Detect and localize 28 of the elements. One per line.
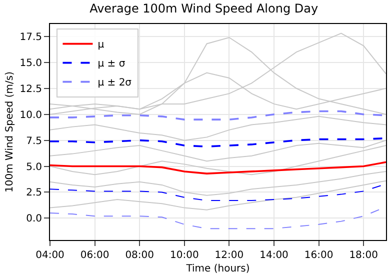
- line-series: [50, 161, 386, 174]
- x-tick-label: 16:00: [304, 250, 334, 261]
- x-axis-title: Time (hours): [185, 264, 250, 274]
- y-tick-label: 12.5: [20, 84, 42, 95]
- x-tick-label: 12:00: [214, 250, 244, 261]
- line-series: [50, 180, 386, 210]
- chart-title: Average 100m Wind Speed Along Day: [90, 2, 318, 16]
- x-tick-label: 08:00: [125, 250, 154, 261]
- y-tick-label: 15.0: [20, 58, 42, 69]
- legend-label: μ: [98, 40, 105, 51]
- y-axis-title: 100m Wind Speed (m/s): [4, 71, 16, 192]
- x-tick-label: 04:00: [36, 250, 64, 261]
- line-series: [50, 170, 386, 196]
- y-tick-label: 0.0: [26, 214, 42, 225]
- x-tick-label: 10:00: [170, 250, 199, 261]
- y-tick-label: 17.5: [20, 32, 42, 43]
- x-tick-label: 18:00: [349, 250, 378, 261]
- y-tick-label: 2.5: [26, 188, 42, 199]
- line-series: [50, 145, 386, 176]
- y-tick-label: 5.0: [26, 162, 42, 173]
- line-series: [50, 116, 386, 141]
- line-series: [50, 140, 386, 162]
- y-tick-label: 10.0: [20, 110, 42, 121]
- legend-label: μ ± 2σ: [98, 78, 132, 89]
- legend-label: μ ± σ: [98, 58, 126, 70]
- x-tick-label: 06:00: [80, 250, 110, 261]
- x-tick-label: 14:00: [260, 250, 288, 261]
- y-tick-label: 7.5: [26, 136, 42, 147]
